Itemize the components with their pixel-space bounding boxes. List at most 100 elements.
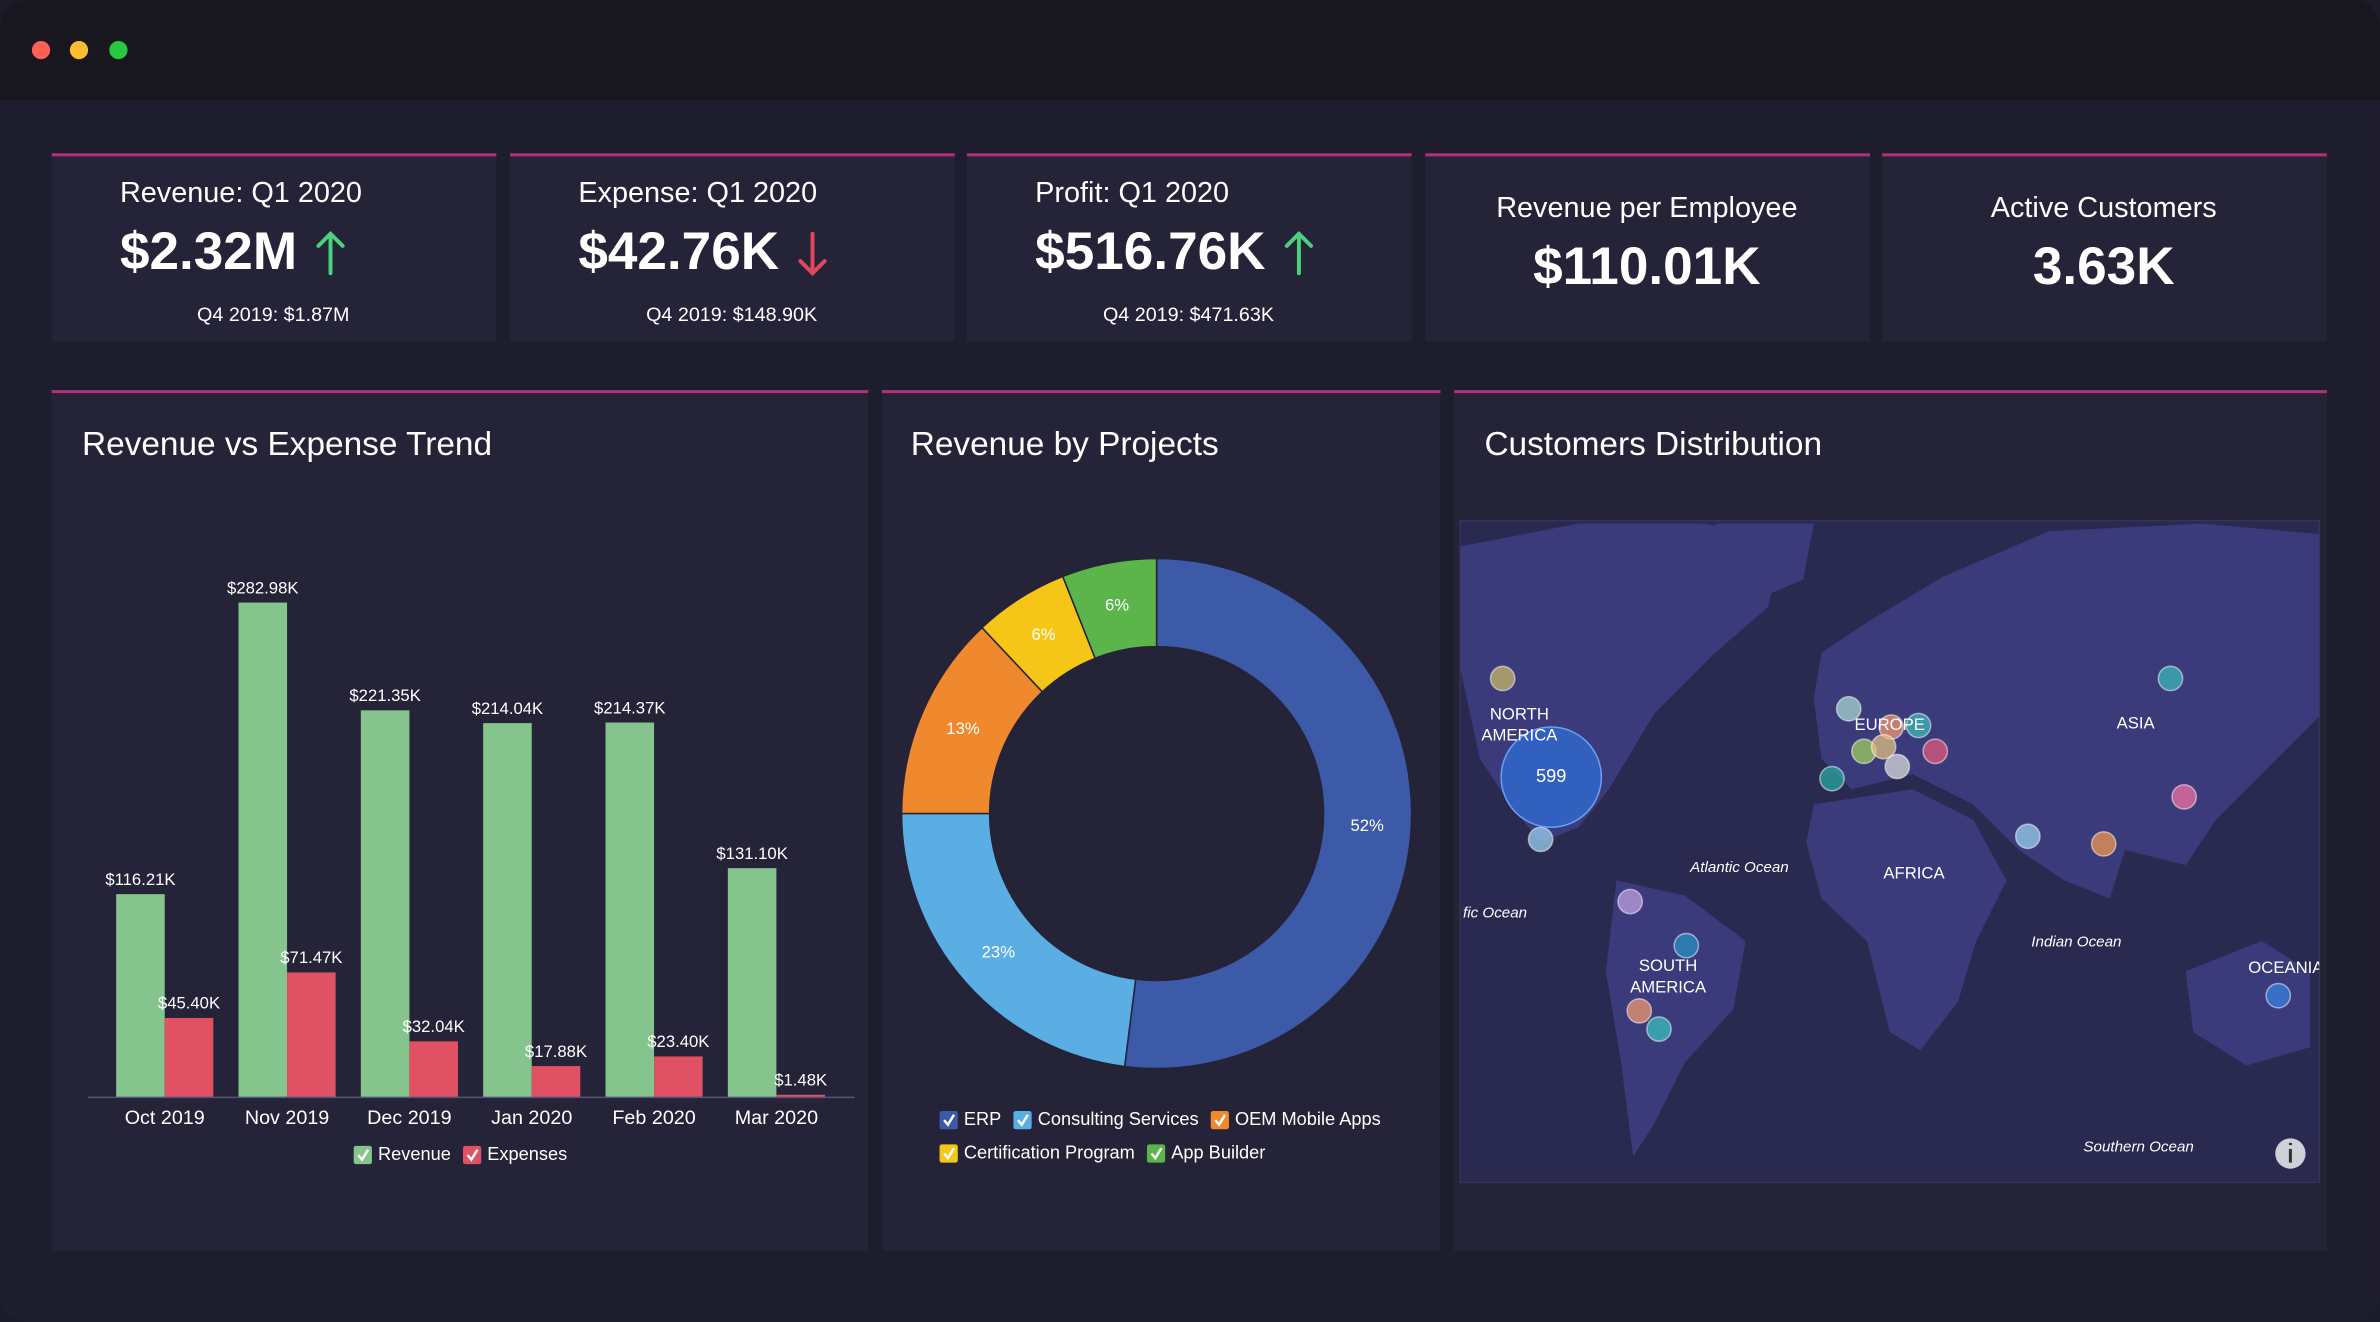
customer-dot: [1884, 753, 1911, 780]
checkmark: [466, 1149, 479, 1162]
card-accent: [881, 390, 1441, 394]
content: Revenue: Q1 2020 $2.32M Q4 2019: $1.87M Exp…: [51, 153, 2327, 1251]
bar: [360, 710, 410, 1098]
checkmark: [1214, 1114, 1227, 1127]
bar: [776, 1094, 825, 1098]
chart-title: Revenue by Projects: [911, 426, 1219, 463]
maximize-button[interactable]: [109, 40, 128, 60]
data-label: $214.04K: [472, 699, 543, 718]
ocean-label: fic Ocean: [1463, 905, 1527, 922]
bar: [483, 723, 532, 1098]
x-tick-label: Mar 2020: [735, 1107, 818, 1129]
continent: [1806, 789, 2007, 1051]
card: [1425, 153, 1870, 342]
legend-checkbox: [1210, 1111, 1229, 1130]
card: [51, 390, 869, 1251]
data-label: $131.10K: [716, 844, 787, 863]
ocean-label: Southern Ocean: [2083, 1138, 2193, 1155]
pie-slice: [1123, 557, 1413, 1070]
legend-entry: Certification Program: [964, 1142, 1135, 1162]
kpi-previous: Q4 2019: $148.90K: [646, 304, 817, 326]
legend-checkbox: [462, 1145, 482, 1165]
checkmark: [1017, 1114, 1029, 1127]
customer-dot: [1673, 932, 1700, 959]
data-label: $23.40K: [647, 1032, 709, 1051]
customer-dot: [2265, 982, 2292, 1009]
minimize-button[interactable]: [69, 40, 89, 60]
customer-dot: [1617, 888, 1644, 915]
bar: [409, 1041, 458, 1098]
region-label: SOUTH: [1639, 956, 1697, 975]
customer-dot: [1819, 765, 1845, 792]
customer-dot: [2171, 783, 2198, 810]
region-label: OCEANIA: [2248, 958, 2324, 977]
legend-entry: Revenue: [378, 1144, 451, 1164]
pie-slice: [1061, 557, 1158, 660]
data-label: 6%: [1105, 596, 1129, 615]
x-tick-label: Jan 2020: [491, 1107, 572, 1129]
continent: [2185, 941, 2311, 1066]
chart-title: Revenue vs Expense Trend: [82, 426, 492, 463]
legend-checkbox: [1013, 1111, 1032, 1130]
customer-dot: [2014, 823, 2041, 850]
bar: [238, 602, 288, 1098]
customer-dot: [1646, 1016, 1672, 1042]
bubble-label: 599: [1536, 766, 1566, 786]
x-tick-label: Nov 2019: [245, 1107, 329, 1129]
bubble: [1500, 726, 1603, 828]
kpi-value: 3.63K: [2033, 237, 2175, 296]
checkmark: [943, 1114, 956, 1127]
card: [1882, 153, 2327, 342]
kpi-previous: Q4 2019: $1.87M: [197, 304, 349, 326]
data-label: $221.35K: [349, 686, 420, 705]
legend-entry: OEM Mobile Apps: [1235, 1109, 1381, 1129]
card: [966, 153, 1412, 342]
data-label: $17.88K: [525, 1042, 587, 1061]
legend-entry: Expenses: [487, 1144, 567, 1164]
customer-dot: [1626, 997, 1653, 1024]
bar: [727, 868, 777, 1098]
data-label: 23%: [982, 942, 1016, 961]
customer-dot: [1922, 738, 1949, 765]
title-bar: [0, 0, 2380, 101]
legend-entry: App Builder: [1171, 1142, 1265, 1162]
data-label: $45.40K: [158, 994, 220, 1013]
bar: [287, 972, 336, 1098]
customer-dot: [1870, 733, 1897, 760]
card-accent: [510, 153, 955, 157]
customer-dot: [2090, 830, 2117, 857]
card-accent: [1454, 390, 2327, 394]
legend-checkbox: [939, 1144, 958, 1163]
customer-dot: [1905, 712, 1932, 739]
region-label: AMERICA: [1630, 977, 1707, 996]
checkmark: [1150, 1147, 1163, 1161]
bar: [164, 1017, 214, 1098]
card-accent: [1882, 153, 2327, 157]
trend-arrow: [798, 231, 827, 276]
kpi-title: Profit: Q1 2020: [1035, 177, 1229, 209]
card: [510, 153, 955, 342]
data-label: $116.21K: [105, 870, 175, 889]
x-tick-label: Dec 2019: [367, 1107, 451, 1129]
card-accent: [1425, 153, 1870, 157]
chart-title: Customers Distribution: [1484, 426, 1822, 463]
x-tick-label: Oct 2019: [125, 1107, 205, 1129]
kpi-value: $516.76K: [1035, 222, 1265, 281]
card-accent: [966, 153, 1412, 157]
data-label: $32.04K: [403, 1017, 465, 1036]
kpi-value: $42.76K: [578, 222, 779, 281]
data-label: $1.48K: [774, 1071, 827, 1090]
checkmark: [357, 1149, 370, 1162]
bar: [531, 1066, 581, 1098]
close-button[interactable]: [31, 40, 51, 60]
kpi-title: Revenue per Employee: [1496, 192, 1797, 224]
card-accent: [51, 153, 497, 157]
legend-checkbox: [1146, 1144, 1166, 1163]
kpi-value: $110.01K: [1533, 237, 1760, 296]
region-label: ASIA: [2117, 713, 2156, 732]
data-label: 6%: [1032, 625, 1056, 644]
ocean-label: Atlantic Ocean: [1689, 859, 1789, 876]
customer-dot: [1489, 665, 1516, 692]
card: [51, 153, 497, 342]
